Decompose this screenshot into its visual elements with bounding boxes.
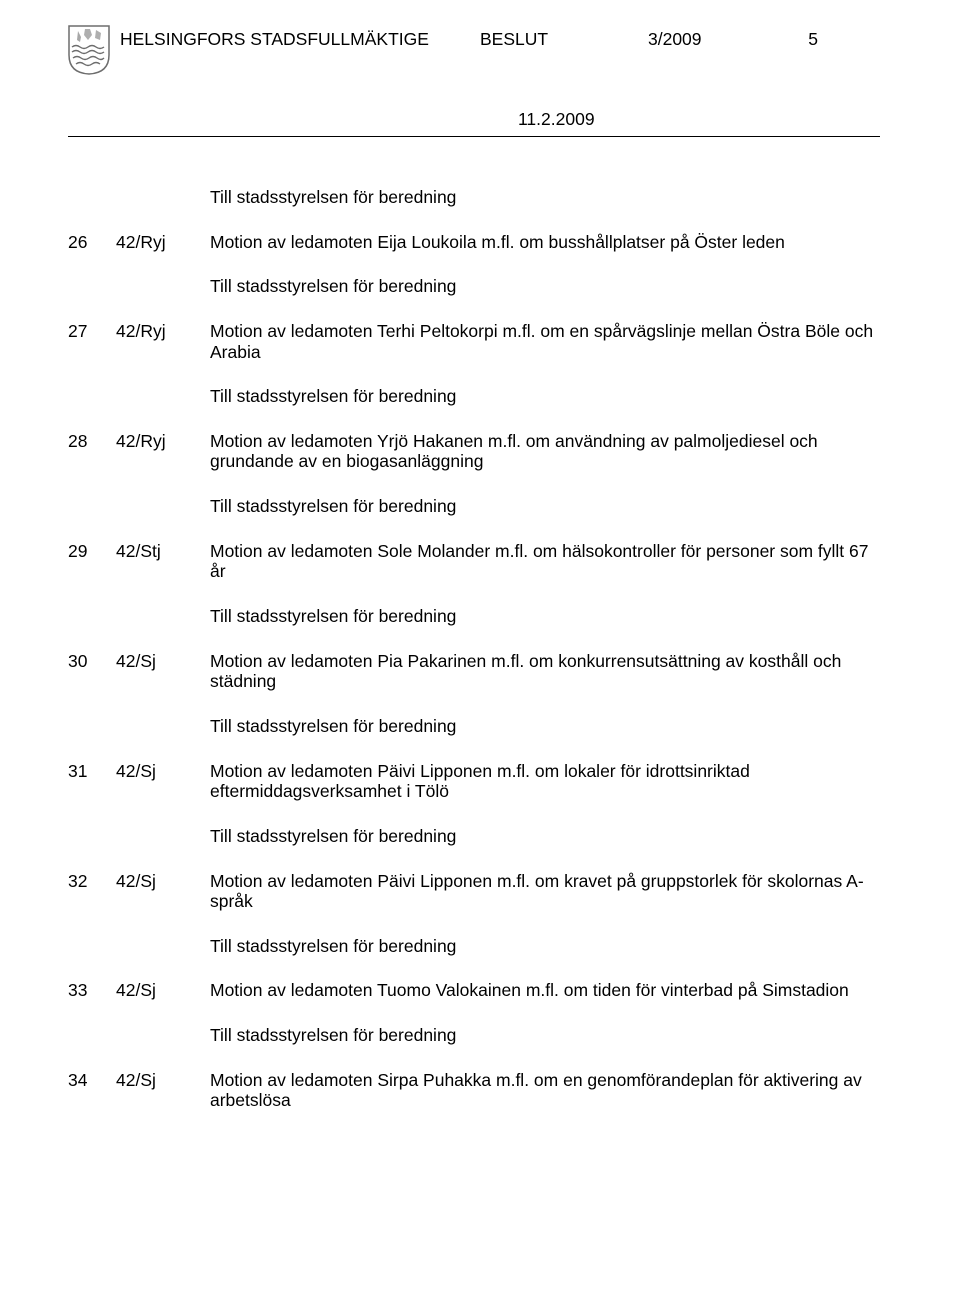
crest-icon bbox=[68, 25, 110, 75]
item-index: 33 bbox=[68, 980, 116, 1001]
document-body: Till stadsstyrelsen för beredning 26 42/… bbox=[68, 187, 880, 1135]
item-code: 42/Ryj bbox=[116, 232, 210, 253]
item-index: 31 bbox=[68, 761, 116, 782]
to-board-line: Till stadsstyrelsen för beredning bbox=[210, 936, 880, 957]
to-board-line: Till stadsstyrelsen för beredning bbox=[210, 496, 880, 517]
item-text: Motion av ledamoten Sirpa Puhakka m.fl. … bbox=[210, 1070, 880, 1111]
item-index: 28 bbox=[68, 431, 116, 452]
to-board-line: Till stadsstyrelsen för beredning bbox=[210, 606, 880, 627]
document-date: 11.2.2009 bbox=[518, 109, 880, 130]
item-code: 42/Sj bbox=[116, 761, 210, 782]
item-index: 26 bbox=[68, 232, 116, 253]
item-code: 42/Sj bbox=[116, 651, 210, 672]
item-code: 42/Ryj bbox=[116, 431, 210, 452]
agenda-item: 31 42/Sj Motion av ledamoten Päivi Lippo… bbox=[68, 761, 880, 826]
item-code: 42/Stj bbox=[116, 541, 210, 562]
agenda-item: 30 42/Sj Motion av ledamoten Pia Pakarin… bbox=[68, 651, 880, 716]
page-number: 5 bbox=[778, 29, 818, 50]
item-index: 34 bbox=[68, 1070, 116, 1091]
agenda-item: 29 42/Stj Motion av ledamoten Sole Molan… bbox=[68, 541, 880, 606]
item-index: 30 bbox=[68, 651, 116, 672]
item-text: Motion av ledamoten Päivi Lipponen m.fl.… bbox=[210, 761, 880, 802]
item-text: Motion av ledamoten Pia Pakarinen m.fl. … bbox=[210, 651, 880, 692]
agenda-item: 27 42/Ryj Motion av ledamoten Terhi Pelt… bbox=[68, 321, 880, 386]
item-text: Motion av ledamoten Päivi Lipponen m.fl.… bbox=[210, 871, 880, 912]
to-board-line: Till stadsstyrelsen för beredning bbox=[210, 386, 880, 407]
agenda-item: 32 42/Sj Motion av ledamoten Päivi Lippo… bbox=[68, 871, 880, 936]
item-index: 27 bbox=[68, 321, 116, 342]
item-text: Motion av ledamoten Tuomo Valokainen m.f… bbox=[210, 980, 880, 1001]
to-board-line: Till stadsstyrelsen för beredning bbox=[210, 187, 880, 208]
doc-number: 3/2009 bbox=[648, 29, 778, 50]
item-code: 42/Sj bbox=[116, 980, 210, 1001]
doc-type: BESLUT bbox=[480, 29, 648, 50]
item-text: Motion av ledamoten Terhi Peltokorpi m.f… bbox=[210, 321, 880, 362]
agenda-item: 34 42/Sj Motion av ledamoten Sirpa Puhak… bbox=[68, 1070, 880, 1135]
item-code: 42/Sj bbox=[116, 871, 210, 892]
to-board-line: Till stadsstyrelsen för beredning bbox=[210, 276, 880, 297]
item-text: Motion av ledamoten Sole Molander m.fl. … bbox=[210, 541, 880, 582]
agenda-item: 28 42/Ryj Motion av ledamoten Yrjö Hakan… bbox=[68, 431, 880, 496]
document-page: HELSINGFORS STADSFULLMÄKTIGE BESLUT 3/20… bbox=[0, 0, 960, 1307]
header-text-row: HELSINGFORS STADSFULLMÄKTIGE BESLUT 3/20… bbox=[120, 25, 880, 50]
item-code: 42/Ryj bbox=[116, 321, 210, 342]
agenda-item: 26 42/Ryj Motion av ledamoten Eija Louko… bbox=[68, 232, 880, 277]
item-index: 32 bbox=[68, 871, 116, 892]
to-board-line: Till stadsstyrelsen för beredning bbox=[210, 826, 880, 847]
agenda-item: 33 42/Sj Motion av ledamoten Tuomo Valok… bbox=[68, 980, 880, 1025]
header-rule bbox=[68, 136, 880, 137]
to-board-line: Till stadsstyrelsen för beredning bbox=[210, 1025, 880, 1046]
item-text: Motion av ledamoten Yrjö Hakanen m.fl. o… bbox=[210, 431, 880, 472]
org-name: HELSINGFORS STADSFULLMÄKTIGE bbox=[120, 29, 480, 50]
item-text: Motion av ledamoten Eija Loukoila m.fl. … bbox=[210, 232, 880, 253]
page-header: HELSINGFORS STADSFULLMÄKTIGE BESLUT 3/20… bbox=[68, 25, 880, 75]
item-index: 29 bbox=[68, 541, 116, 562]
item-code: 42/Sj bbox=[116, 1070, 210, 1091]
to-board-line: Till stadsstyrelsen för beredning bbox=[210, 716, 880, 737]
